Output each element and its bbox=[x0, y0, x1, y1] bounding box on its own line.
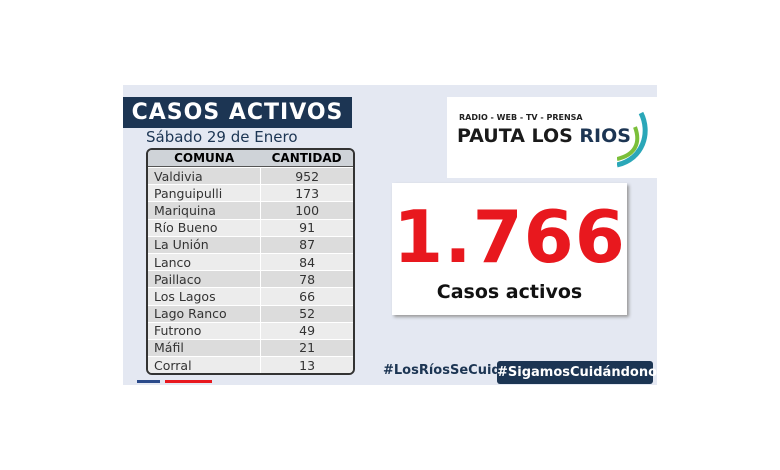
cell-comuna: Mariquina bbox=[148, 201, 261, 219]
logo-name: PAUTA LOS RIOS bbox=[457, 125, 631, 147]
cell-count: 952 bbox=[260, 167, 353, 185]
logo: RADIO - WEB - TV - PRENSA PAUTA LOS RIOS bbox=[447, 97, 657, 178]
logo-tagline: RADIO - WEB - TV - PRENSA bbox=[459, 113, 583, 122]
cell-comuna: Corral bbox=[148, 356, 261, 374]
column-header: CANTIDAD bbox=[260, 150, 353, 167]
table-row: Río Bueno 91 bbox=[148, 218, 353, 236]
table-row: Lanco 84 bbox=[148, 252, 353, 271]
cell-comuna: Los Lagos bbox=[148, 287, 261, 305]
cell-count: 173 bbox=[260, 184, 353, 202]
table-row: Mariquina 100 bbox=[148, 201, 353, 219]
cell-count: 100 bbox=[260, 201, 353, 219]
total-box: 1.766 Casos activos bbox=[392, 183, 627, 315]
logo-name-text: PAUTA LOS bbox=[457, 125, 580, 147]
column-header: COMUNA bbox=[148, 150, 261, 167]
cell-comuna: Valdivia bbox=[148, 167, 261, 185]
cell-count: 91 bbox=[260, 218, 353, 236]
table-row: Panguipulli 173 bbox=[148, 184, 353, 202]
cell-count: 78 bbox=[260, 270, 353, 288]
table-row: Corral 13 bbox=[148, 356, 353, 374]
table-row: Los Lagos 66 bbox=[148, 287, 353, 305]
decor-line bbox=[137, 380, 160, 383]
subtitle: Sábado 29 de Enero bbox=[146, 128, 298, 146]
cell-comuna: Lanco bbox=[148, 252, 261, 271]
cell-comuna: Máfil bbox=[148, 338, 261, 357]
table-row: Futrono 49 bbox=[148, 321, 353, 339]
total-value: 1.766 bbox=[393, 195, 626, 279]
hashtag: #SigamosCuidándonos bbox=[497, 361, 665, 384]
cell-count: 21 bbox=[260, 338, 353, 357]
cell-count: 87 bbox=[260, 235, 353, 253]
table-row: Máfil 21 bbox=[148, 338, 353, 357]
total-label: Casos activos bbox=[436, 281, 583, 303]
cell-count: 66 bbox=[260, 287, 353, 305]
logo-name-highlight: RIOS bbox=[579, 125, 631, 147]
cell-count: 52 bbox=[260, 304, 353, 322]
cell-comuna: La Unión bbox=[148, 235, 261, 253]
logo-swoosh bbox=[617, 111, 648, 168]
cell-comuna: Paillaco bbox=[148, 270, 261, 288]
table-row: Valdivia 952 bbox=[148, 167, 353, 185]
cell-comuna: Río Bueno bbox=[148, 218, 261, 236]
cell-count: 13 bbox=[260, 356, 353, 374]
cell-comuna: Panguipulli bbox=[148, 184, 261, 202]
cases-table: COMUNA CANTIDAD Valdivia 952 Panguipulli 173… bbox=[146, 148, 355, 376]
table-row: Paillaco 78 bbox=[148, 270, 353, 288]
cell-comuna: Lago Ranco bbox=[148, 304, 261, 322]
cell-count: 84 bbox=[260, 252, 353, 271]
decor-line bbox=[165, 380, 212, 383]
cell-count: 49 bbox=[260, 321, 353, 339]
cell-comuna: Futrono bbox=[148, 321, 261, 339]
table-row: Lago Ranco 52 bbox=[148, 304, 353, 322]
hashtag: #LosRíosSeCuida bbox=[383, 363, 510, 378]
table-row: La Unión 87 bbox=[148, 235, 353, 253]
title: CASOS ACTIVOS bbox=[123, 97, 352, 128]
